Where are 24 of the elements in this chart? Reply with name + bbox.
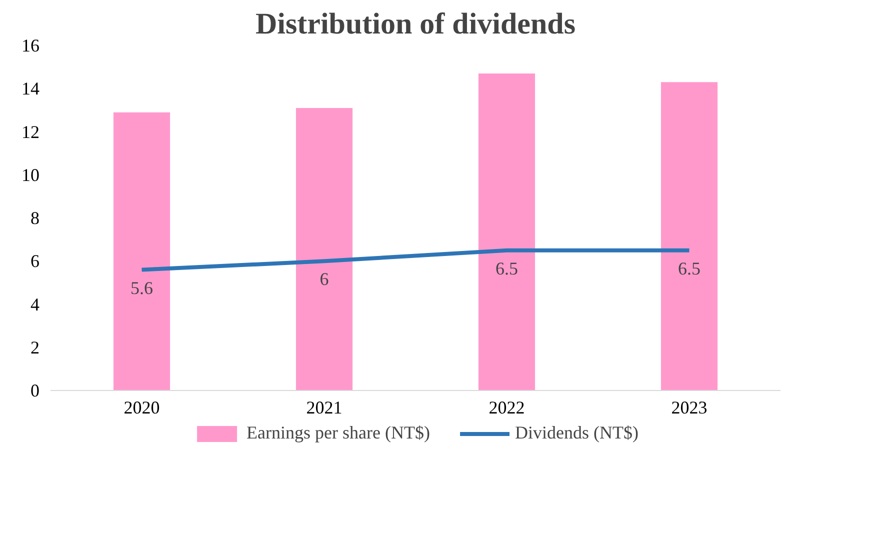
y-tick-label: 6 — [30, 251, 40, 272]
y-tick-label: 0 — [30, 380, 40, 400]
y-tick-label: 10 — [22, 164, 40, 185]
data-label: 6.5 — [496, 258, 518, 278]
x-tick-label: 2021 — [306, 398, 342, 418]
legend-label: Dividends (NT$) — [514, 422, 638, 444]
data-label: 6 — [320, 269, 329, 290]
bar — [296, 108, 353, 390]
y-tick-label: 16 — [22, 36, 40, 56]
y-tick-label: 12 — [22, 122, 40, 142]
y-tick-label: 8 — [30, 208, 40, 228]
data-label: 5.6 — [130, 278, 153, 298]
y-tick-label: 2 — [30, 337, 40, 358]
y-tick-label: 4 — [30, 294, 40, 314]
legend-label: Earnings per share (NT$) — [246, 422, 430, 444]
x-tick-label: 2020 — [124, 398, 160, 418]
bar — [113, 112, 170, 390]
x-tick-label: 2022 — [488, 398, 525, 418]
bar — [478, 74, 536, 390]
bar — [660, 82, 718, 390]
chart-title: Distribution of dividends — [255, 8, 576, 40]
data-label: 6.5 — [678, 258, 700, 278]
y-tick-label: 14 — [22, 78, 40, 99]
x-tick-label: 2023 — [671, 398, 708, 418]
